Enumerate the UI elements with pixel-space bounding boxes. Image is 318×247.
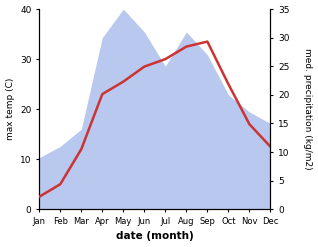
Y-axis label: med. precipitation (kg/m2): med. precipitation (kg/m2)	[303, 48, 313, 170]
X-axis label: date (month): date (month)	[116, 231, 194, 242]
Y-axis label: max temp (C): max temp (C)	[5, 78, 15, 140]
